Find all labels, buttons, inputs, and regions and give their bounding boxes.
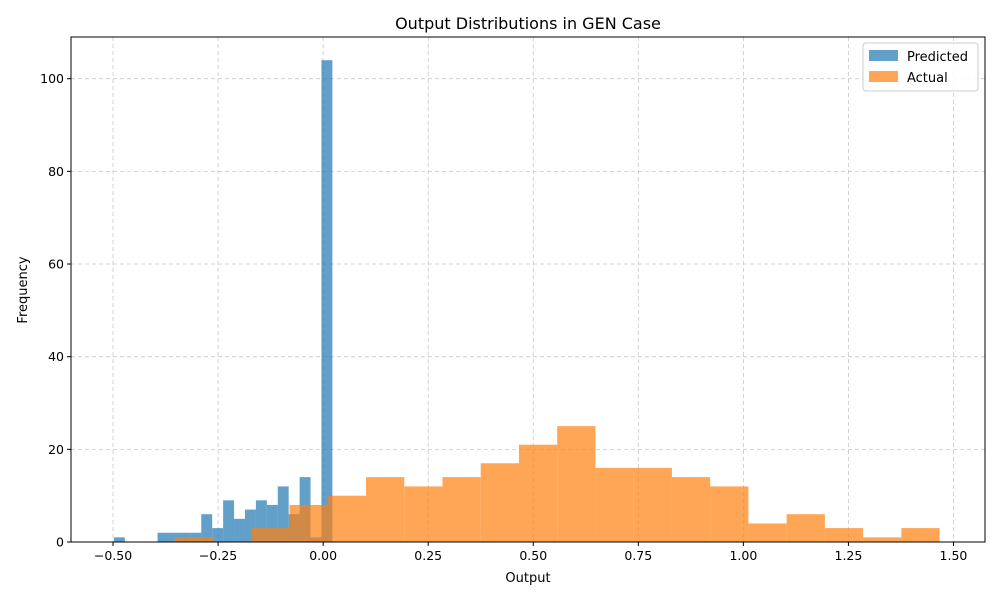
x-tick-label: −0.25 <box>199 548 237 563</box>
bar-predicted <box>113 537 125 542</box>
y-tick-label: 80 <box>48 164 64 179</box>
bar-predicted <box>212 528 224 542</box>
x-tick-label: 1.50 <box>940 548 968 563</box>
bar-actual <box>595 467 634 542</box>
bar-predicted <box>157 532 169 542</box>
bar-actual <box>480 463 519 542</box>
bar-actual <box>518 444 558 542</box>
chart-title: Output Distributions in GEN Case <box>395 14 661 33</box>
bar-actual <box>671 477 711 542</box>
x-axis-title: Output <box>505 571 550 586</box>
y-tick-label: 60 <box>48 257 64 272</box>
bar-actual <box>710 486 749 542</box>
bar-predicted <box>321 60 333 543</box>
x-tick-label: 0.25 <box>414 548 442 563</box>
x-tick-label: 0.50 <box>519 548 547 563</box>
bar-actual <box>366 477 405 542</box>
bar-actual <box>174 537 214 542</box>
legend-swatch-actual <box>869 71 898 82</box>
bar-actual <box>863 537 902 542</box>
bar-actual <box>633 467 672 542</box>
x-tick-label: 0.75 <box>624 548 652 563</box>
x-tick-label: 0.00 <box>309 548 337 563</box>
legend-swatch-predicted <box>869 50 898 61</box>
bar-actual <box>251 528 290 542</box>
bar-predicted <box>244 509 256 542</box>
y-tick-label: 20 <box>48 442 64 457</box>
x-axis-ticks: −0.50 −0.25 0.00 0.25 0.50 0.75 1.00 1.25 1.50 <box>94 542 968 563</box>
bar-actual <box>404 486 443 542</box>
x-tick-label: 1.25 <box>835 548 863 563</box>
bar-predicted <box>255 500 267 542</box>
bar-predicted <box>234 518 245 542</box>
plot-frame <box>70 36 986 543</box>
bar-predicted <box>201 514 213 542</box>
bar-actual <box>289 504 328 542</box>
bar-predicted <box>266 504 278 542</box>
bar-actual <box>786 514 825 542</box>
bar-actual <box>442 477 481 542</box>
series-actual-bars <box>174 426 940 542</box>
y-axis-ticks: 0 20 40 60 80 100 <box>40 71 71 550</box>
bar-actual <box>901 528 940 542</box>
legend-label-actual: Actual <box>907 71 948 86</box>
y-tick-label: 100 <box>40 71 64 86</box>
bar-actual <box>327 495 367 542</box>
y-tick-label: 0 <box>56 535 64 550</box>
bar-actual <box>824 528 864 542</box>
bar-predicted <box>277 486 289 542</box>
x-tick-label: 1.00 <box>729 548 757 563</box>
legend: Predicted Actual <box>862 42 979 92</box>
y-axis-title: Frequency <box>16 256 31 323</box>
bar-predicted <box>223 500 235 542</box>
bar-predicted <box>168 532 180 542</box>
bar-actual <box>557 426 596 542</box>
bar-actual <box>748 523 787 542</box>
legend-label-predicted: Predicted <box>907 50 968 65</box>
y-tick-label: 40 <box>48 349 64 364</box>
x-tick-label: −0.50 <box>94 548 132 563</box>
